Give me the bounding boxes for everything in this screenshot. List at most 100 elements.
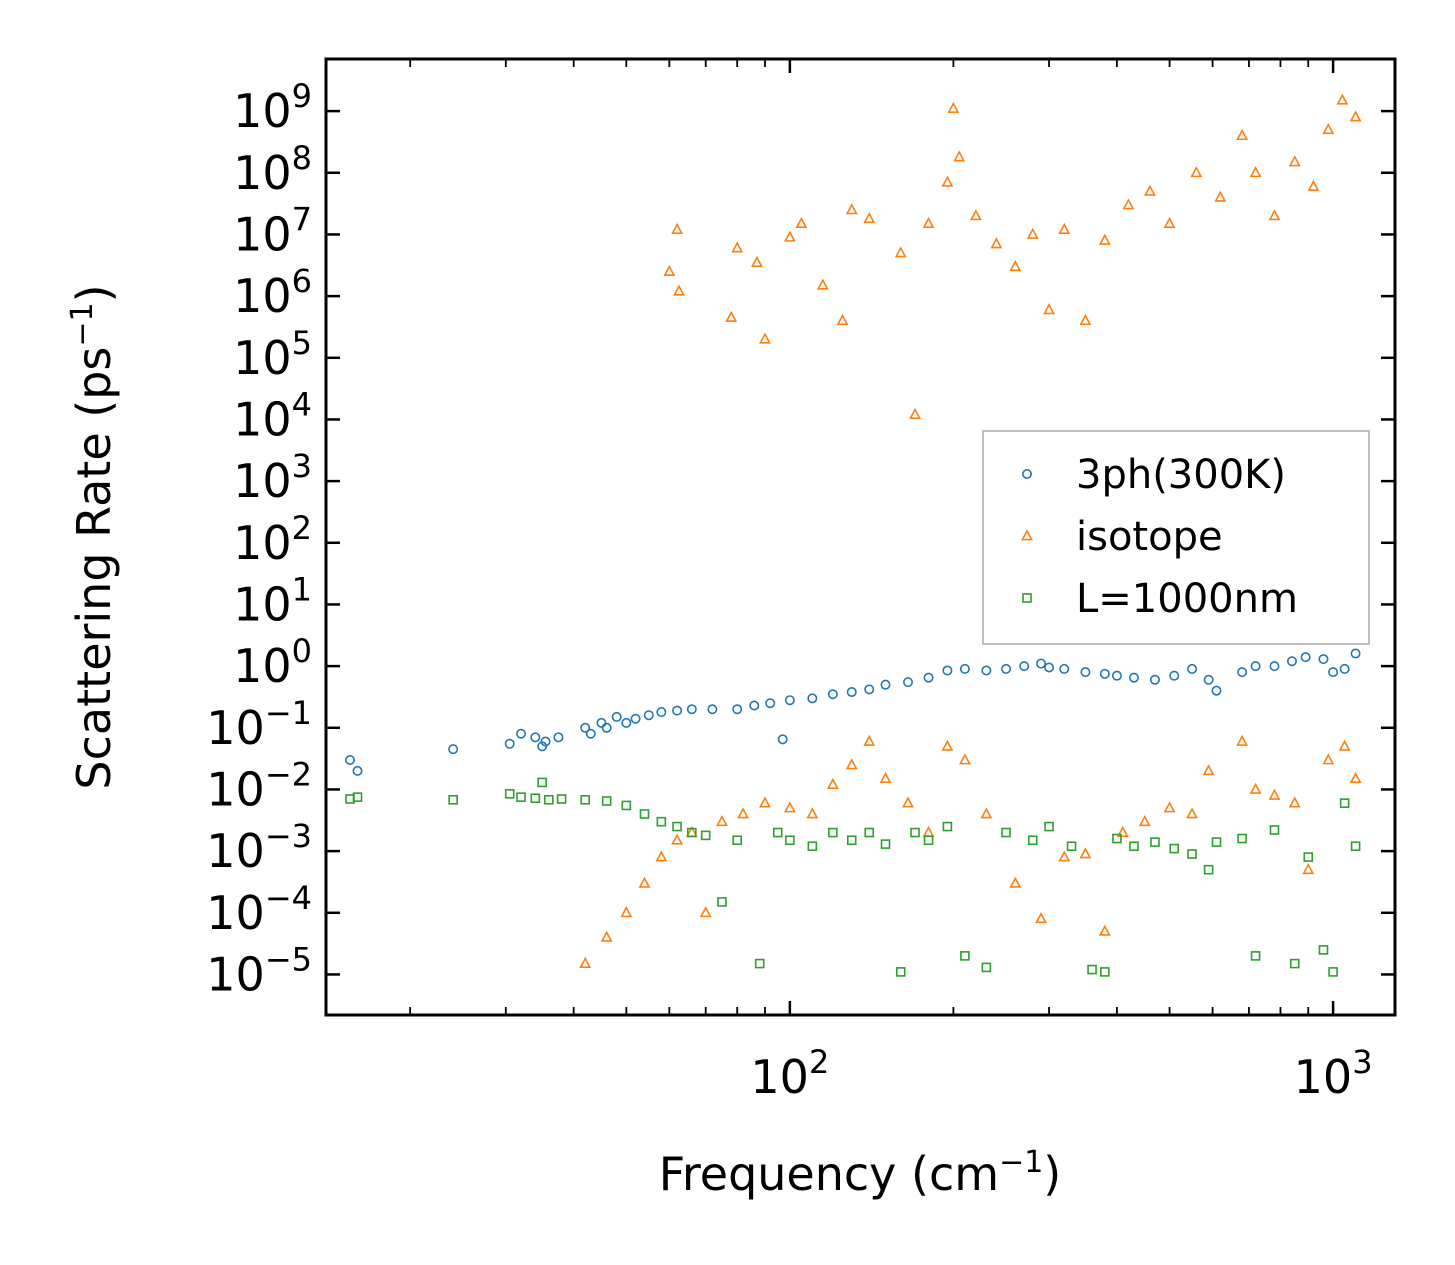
y-tick-label: 10−5	[206, 940, 312, 1001]
data-point	[777, 734, 788, 745]
plot-frame	[324, 57, 1397, 1017]
data-point	[1237, 833, 1247, 844]
data-point	[783, 230, 796, 242]
data-point	[980, 807, 993, 819]
data-point	[621, 717, 632, 728]
legend-label-isotope: isotope	[1076, 514, 1223, 560]
y-tick-labels: 10−510−410−310−210−110010110210310410510…	[206, 77, 312, 1001]
x-axis-title: Frequency (cm−1)	[659, 1145, 1062, 1201]
data-point	[448, 794, 458, 805]
y-tick-label: 105	[233, 324, 312, 385]
data-point	[686, 704, 697, 715]
data-point	[1079, 313, 1092, 326]
data-point	[580, 722, 591, 733]
data-point	[1043, 303, 1055, 315]
y-tick-label: 10−1	[206, 694, 312, 755]
data-point	[530, 793, 541, 804]
data-point	[1098, 233, 1111, 245]
y-tick-label: 108	[233, 139, 312, 200]
data-point	[655, 850, 668, 862]
data-point	[981, 665, 992, 676]
legend: 3ph(300K) isotope L=1000nm	[982, 430, 1370, 645]
x-tick-label: 102	[750, 1043, 829, 1104]
data-point	[504, 738, 515, 749]
data-point	[643, 710, 654, 721]
data-point	[895, 967, 906, 977]
data-point	[1288, 796, 1301, 808]
legend-markers	[1021, 468, 1033, 603]
data-point	[537, 777, 547, 788]
data-point	[1289, 958, 1300, 969]
data-point	[516, 728, 527, 739]
data-point	[716, 814, 728, 827]
data-point	[903, 677, 914, 688]
data-points-layer	[345, 93, 1362, 977]
data-point	[828, 827, 838, 838]
y-tick-label: 103	[233, 447, 312, 508]
data-point	[749, 700, 760, 711]
y-tick-label: 104	[233, 385, 312, 446]
data-point	[880, 679, 891, 690]
data-point	[827, 689, 838, 700]
data-point	[1349, 771, 1362, 783]
y-tick-label: 106	[233, 262, 312, 323]
data-point	[1187, 663, 1198, 674]
data-point	[1288, 155, 1301, 167]
data-point	[553, 732, 564, 743]
data-point	[807, 841, 818, 852]
data-point	[1129, 841, 1139, 852]
data-point	[1328, 667, 1339, 678]
y-tick-label: 10−2	[206, 755, 312, 816]
data-point	[601, 796, 612, 806]
data-point	[1339, 663, 1350, 674]
data-point	[687, 827, 697, 838]
data-point	[638, 876, 651, 888]
legend-marker	[1021, 529, 1033, 541]
data-point	[1269, 661, 1280, 672]
data-point	[923, 835, 934, 846]
data-point	[1026, 227, 1039, 239]
data-point	[1149, 674, 1160, 685]
data-point	[1143, 184, 1156, 196]
data-point	[1186, 807, 1198, 819]
data-point	[879, 771, 892, 783]
data-point	[1350, 648, 1361, 659]
data-point	[1169, 670, 1180, 681]
data-point	[1058, 222, 1071, 234]
data-point	[1318, 945, 1329, 955]
data-point	[1169, 843, 1180, 854]
data-point	[516, 792, 526, 802]
data-point	[947, 101, 960, 113]
series-circle	[345, 648, 1361, 776]
data-point	[845, 758, 858, 770]
data-point	[836, 313, 849, 326]
data-point	[1203, 674, 1214, 685]
data-point	[352, 765, 363, 776]
data-point	[1035, 912, 1047, 924]
data-point	[958, 753, 971, 765]
data-point	[1339, 798, 1350, 808]
data-point	[759, 796, 771, 808]
data-point	[1001, 663, 1012, 674]
data-point	[544, 794, 554, 805]
y-tick-label: 100	[233, 632, 312, 693]
data-point	[942, 665, 953, 676]
y-tick-label: 101	[233, 570, 312, 631]
data-point	[1322, 122, 1335, 135]
data-point	[585, 728, 596, 739]
data-point	[671, 222, 684, 234]
data-point	[1300, 652, 1311, 663]
data-point	[580, 794, 590, 805]
data-point	[1203, 864, 1214, 875]
data-point	[1058, 850, 1071, 862]
data-point	[707, 704, 718, 715]
data-point	[639, 809, 650, 819]
data-point	[1322, 753, 1335, 765]
data-point	[1079, 847, 1092, 859]
data-point	[1044, 662, 1055, 673]
data-point	[1163, 216, 1176, 228]
data-point	[910, 827, 920, 838]
data-point	[672, 821, 682, 832]
data-point	[1303, 852, 1314, 862]
data-point	[1098, 924, 1111, 936]
